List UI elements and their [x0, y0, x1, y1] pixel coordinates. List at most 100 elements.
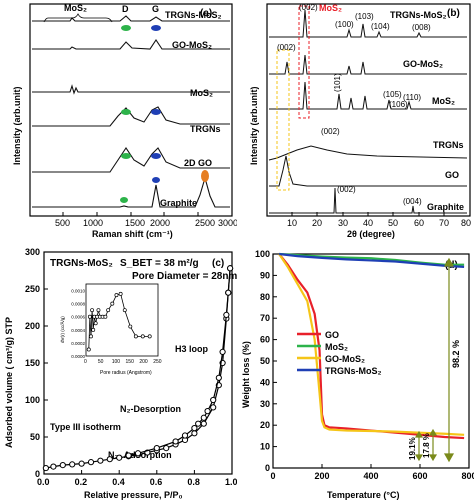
annot-982: 98.2 % — [451, 340, 461, 368]
xtick-label: 60 — [414, 218, 424, 228]
annot-d: D — [122, 4, 129, 14]
raman-curve-mos2 — [32, 84, 230, 95]
xtick-label: 600 — [412, 471, 427, 481]
xtick-label: 1000 — [83, 218, 103, 228]
data-point — [163, 445, 170, 452]
inset-ytick-label: 0.0000 — [71, 354, 85, 359]
raman-curve-trgns — [32, 106, 230, 127]
x-ticks-a — [62, 212, 199, 216]
data-point — [219, 348, 226, 356]
x-axis-label: 2θ (degree) — [347, 229, 395, 239]
chart-c-bet: (c) TRGNs-MoS₂ S_BET = 38 m²/g Pore Diam… — [4, 248, 237, 500]
tga-ticks: 0 200 400 600 800 0 10 20 30 40 50 60 70 80 90 100 — [255, 249, 474, 481]
xtick-label: 10 — [287, 218, 297, 228]
highlight-label-mos2: MoS₂ — [319, 3, 342, 13]
data-point — [227, 265, 234, 272]
data-point — [69, 461, 76, 468]
y-axis-label: Adsorbed volume ( cm³/g) STP — [4, 317, 14, 448]
series-line-GO-MoS₂ — [278, 253, 465, 436]
xrd-curve-go-mos2 — [269, 54, 467, 75]
data-point — [215, 374, 222, 381]
data-point — [116, 454, 123, 461]
inset-point — [89, 334, 93, 339]
annotation-arrows — [414, 257, 455, 463]
inset-point — [110, 301, 115, 306]
chart-title: TRGNs-MoS₂ — [50, 258, 113, 269]
inset-xtick-label: 150 — [126, 359, 135, 365]
inset-ytick-label: 0.0006 — [71, 315, 85, 320]
series-label-graphite: Graphite — [427, 202, 464, 212]
series-label-2d-go: 2D GO — [184, 158, 212, 168]
xrd-curve-mos2 — [269, 81, 467, 110]
xrd-curve-go — [269, 155, 467, 187]
inset-ytick-label: 0.0010 — [71, 289, 85, 294]
inset-x-label: Pore radius (Angstrom) — [100, 370, 152, 376]
annot-type3: Type III isotherm — [50, 422, 121, 432]
ytick-label: 20 — [260, 420, 270, 430]
peak-label-002: (002) — [321, 127, 340, 136]
peak-label-008: (008) — [412, 23, 431, 32]
d-peak-marker — [121, 25, 131, 31]
ytick-label: 10 — [260, 442, 270, 452]
annot-191: 19.1% — [408, 437, 417, 460]
data-point — [153, 445, 160, 452]
ytick-label: 0 — [265, 463, 270, 473]
inset-point — [87, 314, 92, 319]
xtick-label: 500 — [55, 218, 70, 228]
xtick-label: 400 — [363, 471, 378, 481]
data-point — [172, 438, 179, 445]
ytick-label: 300 — [25, 248, 40, 257]
data-point — [223, 311, 230, 319]
peak-label-002: (002) — [299, 3, 318, 12]
annot-mos2: MoS₂ — [64, 3, 87, 13]
annot-178: 17.8 % — [422, 433, 431, 458]
ytick-label: 30 — [260, 399, 270, 409]
inset-xtick-label: 0 — [84, 359, 87, 365]
ytick-label: 0 — [35, 469, 40, 479]
x-ticks-b — [291, 212, 445, 216]
xtick-label: 40 — [363, 218, 373, 228]
xtick-label: 2000 — [150, 218, 170, 228]
data-point — [210, 396, 217, 404]
data-point — [97, 457, 104, 464]
series-label-go: GO — [445, 170, 459, 180]
peak-label-104: (104) — [371, 22, 390, 31]
ytick-label: 150 — [25, 358, 40, 368]
panel-tag: (a) — [200, 8, 212, 19]
inset-marks: 0 50 100 150 200 250 0.0000 0.0002 0.0004 0.0006 0… — [71, 289, 162, 365]
xtick-label: 200 — [314, 471, 329, 481]
y-axis-label: Intensity (arb.unit) — [249, 86, 259, 165]
peak-markers — [120, 25, 209, 203]
series-label-trgns: TRGNs — [190, 124, 221, 134]
data-point — [134, 450, 142, 457]
inset-point — [114, 293, 119, 298]
chart-a-raman: (a) MoS₂ D G TRGNs-MoS₂ GO-MoS₂ MoS₂ TRG… — [12, 3, 237, 239]
data-point — [87, 459, 95, 466]
legend-label: GO-MoS₂ — [325, 354, 365, 364]
xtick-label: 20 — [312, 218, 322, 228]
inset-point — [90, 308, 95, 313]
xtick-label: 50 — [388, 218, 398, 228]
x-axis-label: Relative pressure, P/P₀ — [84, 490, 183, 500]
inset-point — [86, 347, 91, 352]
inset-point — [147, 334, 152, 339]
xtick-label: 80 — [461, 218, 471, 228]
ytick-label: 80 — [260, 292, 270, 302]
peak-label-101: (101) — [333, 73, 342, 92]
data-point — [125, 452, 132, 459]
bet-ticks: 0.0 0.2 0.4 0.6 0.8 1.0 0 50 100 150 200 250 300 — [25, 248, 237, 487]
xtick-label: 30 — [338, 218, 348, 228]
annot-desorption: N₂-Desorption — [120, 404, 181, 414]
peak-label-002: (002) — [337, 185, 356, 194]
peak-label-004: (004) — [403, 197, 422, 206]
ytick-label: 70 — [260, 313, 270, 323]
xtick-label: 2500 — [195, 218, 215, 228]
data-point — [200, 414, 207, 421]
legend: GO MoS₂ GO-MoS₂ TRGNs-MoS₂ — [297, 330, 382, 376]
annot-sbet: S_BET = 38 m²/g — [120, 258, 199, 269]
legend-label: TRGNs-MoS₂ — [325, 366, 382, 376]
data-point — [191, 430, 198, 437]
series-label-go-mos2: GO-MoS₂ — [403, 59, 443, 69]
xtick-label: 0.0 — [37, 477, 50, 487]
